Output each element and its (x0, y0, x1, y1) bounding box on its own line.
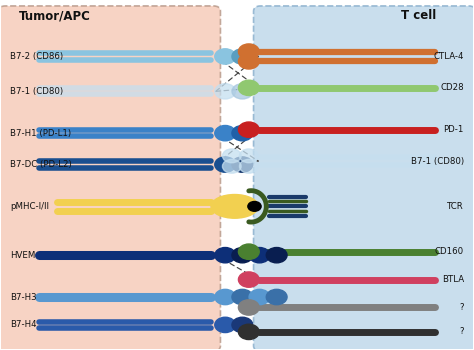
Circle shape (238, 54, 259, 69)
Text: ?: ? (459, 327, 464, 336)
Circle shape (238, 300, 259, 315)
Text: PD-1: PD-1 (444, 125, 464, 134)
Circle shape (232, 49, 253, 64)
Circle shape (215, 317, 236, 332)
Circle shape (239, 149, 258, 163)
Text: B7-DC (PD-L2): B7-DC (PD-L2) (10, 160, 72, 169)
Text: B7-H4: B7-H4 (10, 320, 37, 329)
Text: Tumor/APC: Tumor/APC (19, 9, 91, 22)
Text: TCR: TCR (447, 202, 464, 211)
Circle shape (215, 126, 236, 141)
Ellipse shape (211, 195, 258, 218)
Text: pMHC-I/II: pMHC-I/II (10, 202, 49, 211)
Circle shape (238, 122, 259, 137)
Circle shape (215, 157, 236, 172)
Text: B7-H3: B7-H3 (10, 293, 37, 301)
Text: BTLA: BTLA (442, 275, 464, 284)
FancyBboxPatch shape (254, 6, 474, 350)
Text: B7-H1 (PD-L1): B7-H1 (PD-L1) (10, 129, 71, 138)
Circle shape (232, 157, 253, 172)
Circle shape (266, 247, 287, 263)
Text: ?: ? (459, 303, 464, 312)
Circle shape (266, 289, 287, 305)
Circle shape (238, 80, 259, 96)
Circle shape (238, 44, 259, 59)
Circle shape (222, 159, 241, 173)
Circle shape (215, 247, 236, 263)
Circle shape (238, 244, 259, 259)
Circle shape (238, 324, 259, 340)
Text: B7-1 (CD80): B7-1 (CD80) (10, 87, 63, 96)
Circle shape (232, 126, 253, 141)
Circle shape (232, 317, 253, 332)
Text: HVEM: HVEM (10, 251, 36, 260)
Text: CD28: CD28 (440, 83, 464, 92)
FancyBboxPatch shape (0, 6, 220, 350)
Circle shape (239, 159, 258, 173)
Circle shape (215, 289, 236, 305)
Text: B7-2 (CD86): B7-2 (CD86) (10, 52, 63, 61)
Circle shape (215, 49, 236, 64)
Text: T cell: T cell (401, 9, 437, 22)
Circle shape (222, 149, 241, 163)
Text: CD160: CD160 (435, 247, 464, 256)
Text: B7-1 (CD80): B7-1 (CD80) (411, 156, 464, 166)
Text: CTLA-4: CTLA-4 (433, 52, 464, 61)
Circle shape (232, 247, 253, 263)
Circle shape (238, 272, 259, 287)
Circle shape (249, 247, 270, 263)
Circle shape (248, 202, 261, 211)
Circle shape (232, 84, 253, 99)
Circle shape (232, 289, 253, 305)
Circle shape (249, 289, 270, 305)
Circle shape (215, 84, 236, 99)
